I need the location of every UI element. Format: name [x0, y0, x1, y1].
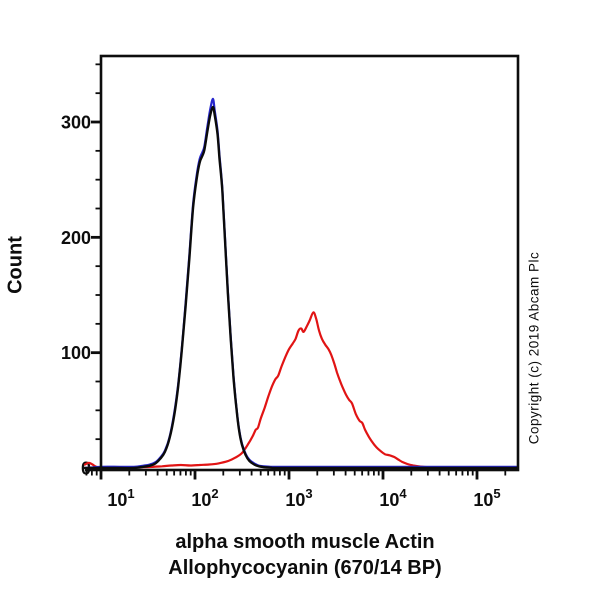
- x-axis-ticks: [85, 470, 507, 480]
- copyright-notice: Copyright (c) 2019 Abcam Plc: [526, 251, 542, 445]
- plot-border: [99, 54, 520, 472]
- x-axis-title-line1: alpha smooth muscle Actin: [175, 531, 435, 553]
- series-sample-red: [83, 311, 518, 470]
- x-tick-label: 103: [285, 486, 312, 510]
- y-tick-label: 100: [61, 343, 91, 363]
- series-control-blue: [83, 97, 518, 470]
- series-control-black: [83, 105, 518, 470]
- x-tick-label: 104: [379, 486, 407, 510]
- y-tick-label: 300: [61, 113, 91, 133]
- x-tick-label: 101: [107, 486, 134, 510]
- series-curves: [83, 97, 518, 470]
- x-tick-label: 105: [473, 486, 500, 510]
- x-axis-title-line2: Allophycocyanin (670/14 BP): [168, 557, 442, 579]
- y-tick-label: 200: [61, 228, 91, 248]
- y-axis-title: Count: [4, 236, 27, 294]
- x-tick-label: 102: [191, 486, 218, 510]
- y-axis-ticks: [91, 63, 101, 470]
- plot-frame: [85, 54, 520, 472]
- x-tick-labels: 101 102 103 104 105: [107, 486, 500, 510]
- x-axis-title: alpha smooth muscle Actin Allophycocyani…: [168, 529, 441, 581]
